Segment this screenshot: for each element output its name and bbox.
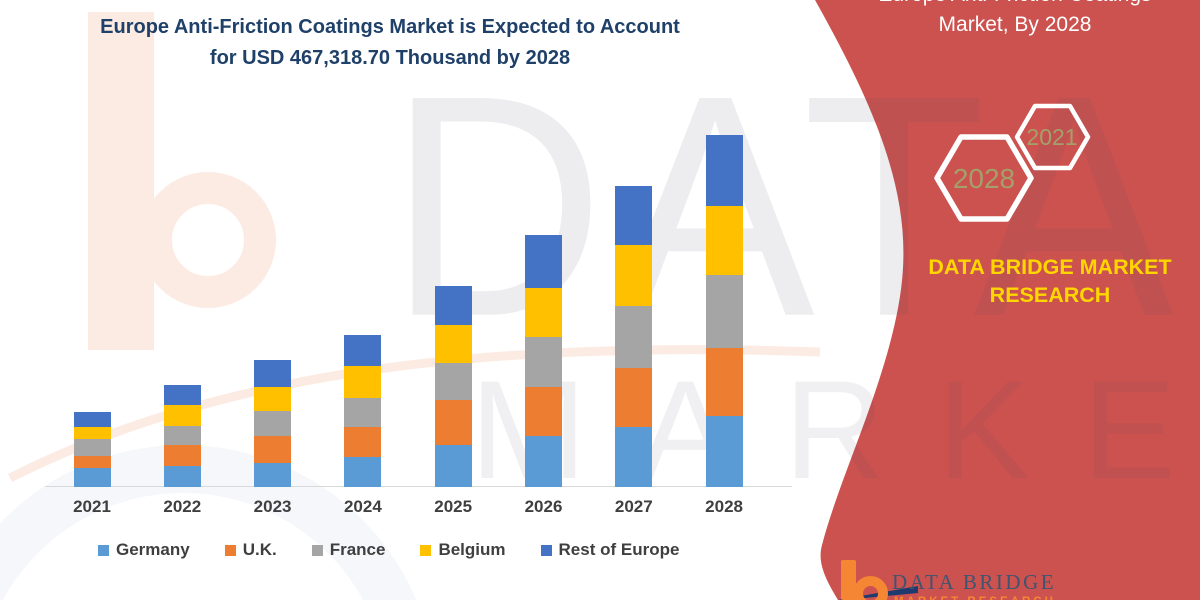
bar-segment-france <box>434 363 472 400</box>
bar-2024 <box>344 335 382 487</box>
panel-heading: Europe Anti-Friction Coatings Market, By… <box>845 0 1185 40</box>
legend-item-rest-of-europe: Rest of Europe <box>540 540 680 560</box>
bar-segment-rest-of-europe <box>344 335 382 366</box>
bar-segment-u-k- <box>705 348 743 416</box>
legend-label: Rest of Europe <box>558 540 680 559</box>
bar-segment-u-k- <box>615 368 653 427</box>
bar-segment-belgium <box>525 288 562 337</box>
panel-heading-line1-clipped: Europe Anti-Friction Coatings <box>845 0 1185 10</box>
x-tick-2023: 2023 <box>253 497 292 516</box>
legend-label: Germany <box>116 540 190 559</box>
legend-item-germany: Germany <box>98 540 190 560</box>
legend-swatch-icon <box>224 544 236 556</box>
x-tick-2021: 2021 <box>73 497 111 516</box>
legend-item-u-k-: U.K. <box>224 540 277 560</box>
bar-2026 <box>525 235 562 487</box>
bar-segment-belgium <box>73 427 111 439</box>
legend-swatch-icon <box>420 544 432 556</box>
bar-segment-rest-of-europe <box>615 186 653 245</box>
bar-segment-germany <box>254 463 292 487</box>
legend-swatch-icon <box>311 544 323 556</box>
logo-b-bowl-icon <box>853 576 888 600</box>
watermark-text-data-bridge: DATA BRIDGE <box>388 29 1200 382</box>
hexagon-2021-label: 2021 <box>1026 124 1077 150</box>
page-title: Europe Anti-Friction Coatings Market is … <box>55 12 725 74</box>
bar-2021 <box>73 412 111 487</box>
legend-item-france: France <box>311 540 386 560</box>
x-tick-2028: 2028 <box>705 497 743 516</box>
bar-segment-germany <box>73 468 111 487</box>
chart-legend: Germany U.K. France Belgium Rest of Europe <box>98 540 679 560</box>
bar-segment-belgium <box>705 206 743 275</box>
bar-2025 <box>434 286 472 487</box>
logo-b-icon <box>841 560 856 600</box>
bar-segment-rest-of-europe <box>705 135 743 206</box>
bar-segment-rest-of-europe <box>163 385 201 405</box>
data-bridge-logo: DATA BRIDGE MARKET RESEARCH <box>836 556 1156 600</box>
bar-segment-germany <box>615 427 653 487</box>
bar-2023 <box>254 360 292 487</box>
bar-segment-france <box>73 439 111 456</box>
hexagon-2021 <box>1014 103 1091 171</box>
bar-segment-france <box>705 275 743 348</box>
bar-segment-france <box>525 337 562 387</box>
bar-segment-germany <box>344 457 382 487</box>
bar-segment-belgium <box>434 325 472 363</box>
legend-label: U.K. <box>242 540 277 559</box>
logo-name-text: DATA BRIDGE <box>892 570 1057 594</box>
bar-segment-u-k- <box>344 427 382 457</box>
bar-2022 <box>163 385 201 487</box>
bar-segment-belgium <box>344 366 382 398</box>
x-tick-2022: 2022 <box>163 497 202 516</box>
bar-2027 <box>615 186 653 487</box>
bar-segment-u-k- <box>434 400 472 445</box>
legend-swatch-icon <box>540 544 552 556</box>
x-tick-2024: 2024 <box>343 497 382 516</box>
bar-segment-u-k- <box>73 456 111 468</box>
bar-segment-rest-of-europe <box>434 286 472 325</box>
bar-segment-rest-of-europe <box>525 235 562 288</box>
bar-segment-belgium <box>615 245 653 306</box>
bar-segment-belgium <box>254 387 292 411</box>
bar-segment-france <box>344 398 382 427</box>
bar-segment-germany <box>163 466 201 487</box>
x-axis-line <box>45 486 792 487</box>
legend-item-belgium: Belgium <box>420 540 506 560</box>
bar-segment-france <box>163 426 201 445</box>
watermark-logo-b-stem <box>88 12 154 350</box>
logo-sub-text: MARKET RESEARCH <box>894 596 1056 600</box>
bar-segment-france <box>615 306 653 368</box>
bar-2028 <box>705 135 743 487</box>
x-tick-2026: 2026 <box>524 497 563 516</box>
legend-label: Belgium <box>438 540 506 559</box>
bar-segment-u-k- <box>525 387 562 436</box>
panel-heading-line2: Market, By 2028 <box>938 13 1092 36</box>
bar-segment-germany <box>705 416 743 487</box>
bar-segment-belgium <box>163 405 201 426</box>
bar-segment-germany <box>525 436 562 487</box>
bar-segment-rest-of-europe <box>254 360 292 387</box>
legend-label: France <box>329 540 386 559</box>
x-tick-2027: 2027 <box>614 497 653 516</box>
brand-text: DATA BRIDGE MARKET RESEARCH <box>928 255 1172 307</box>
watermark-text-market-research: MARKET RESEARCH <box>470 351 1200 508</box>
page-title-line2: for USD 467,318.70 Thousand by 2028 <box>209 47 571 69</box>
hexagon-2028 <box>934 134 1034 222</box>
bar-segment-france <box>254 411 292 436</box>
bar-segment-rest-of-europe <box>73 412 111 427</box>
bar-segment-germany <box>434 445 472 487</box>
x-tick-2025: 2025 <box>434 497 473 516</box>
bar-segment-u-k- <box>254 436 292 463</box>
hexagon-2028-label: 2028 <box>953 163 1015 194</box>
legend-swatch-icon <box>98 544 109 556</box>
bar-segment-u-k- <box>163 445 201 466</box>
page-title-line1: Europe Anti-Friction Coatings Market is … <box>100 16 680 38</box>
